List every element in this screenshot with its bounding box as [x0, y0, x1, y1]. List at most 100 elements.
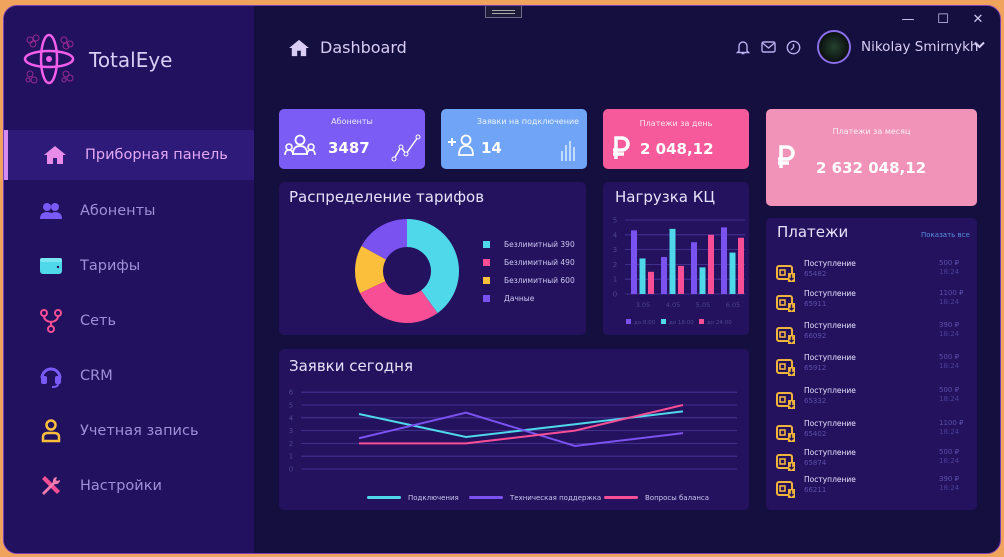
stat-card-payments-day: Платежи за день 2 048,12: [603, 109, 749, 169]
sidebar-item-subscribers[interactable]: Абоненты: [4, 186, 254, 236]
ruble-icon: [613, 136, 630, 159]
sidebar-item-settings[interactable]: Настройки: [4, 461, 254, 511]
svg-text:3: 3: [613, 246, 617, 254]
payment-label: Поступление: [804, 259, 856, 268]
payment-label: Поступление: [804, 386, 856, 395]
bell-icon[interactable]: [735, 39, 751, 55]
window-drag-handle[interactable]: [485, 6, 522, 18]
payment-time: 18:24: [939, 330, 960, 338]
sidebar-item-label: Учетная запись: [80, 423, 199, 439]
payment-list-item[interactable]: Поступление 66211 390 ₽ 18:24: [776, 475, 966, 505]
maximize-button[interactable]: ☐: [937, 12, 949, 27]
payment-label: Поступление: [804, 475, 856, 484]
stat-value: 2 048,12: [640, 140, 714, 158]
wallet-incoming-icon: [776, 359, 795, 376]
page-title-text: Dashboard: [320, 38, 407, 57]
sidebar-item-tariffs[interactable]: Тарифы: [4, 241, 254, 291]
payment-list-item[interactable]: Поступление 65482 500 ₽ 18:24: [776, 259, 966, 289]
payment-amount: 500 ₽: [939, 386, 960, 394]
bar[interactable]: [669, 228, 676, 294]
avatar[interactable]: [817, 30, 851, 64]
payment-amount: 390 ₽: [939, 475, 960, 483]
payment-amount: 500 ₽: [939, 259, 960, 267]
sidebar-item-crm[interactable]: CRM: [4, 351, 254, 401]
payment-time: 18:24: [939, 395, 960, 403]
svg-text:2: 2: [289, 440, 293, 448]
donut-slice[interactable]: [361, 219, 407, 260]
payment-time: 18:24: [939, 268, 960, 276]
bar[interactable]: [729, 252, 736, 294]
svg-text:Вопросы баланса: Вопросы баланса: [645, 494, 709, 502]
payment-label: Поступление: [804, 353, 856, 362]
sidebar-item-dashboard[interactable]: Приборная панель: [4, 130, 254, 180]
wallet-incoming-icon: [776, 392, 795, 409]
payment-list-item[interactable]: Поступление 65402 1100 ₽ 18:24: [776, 419, 966, 449]
sidebar-item-network[interactable]: Сеть: [4, 296, 254, 346]
line-series[interactable]: [358, 410, 684, 439]
svg-text:3: 3: [289, 427, 293, 435]
donut-slice[interactable]: [355, 245, 386, 294]
svg-text:5: 5: [289, 402, 293, 410]
payment-list-item[interactable]: Поступление 65874 500 ₽ 18:24: [776, 448, 966, 478]
user-name[interactable]: Nikolay Smirnykh: [861, 39, 979, 55]
svg-text:0: 0: [289, 466, 293, 474]
bar[interactable]: [708, 234, 714, 294]
donut-slice[interactable]: [359, 281, 438, 323]
payment-list-item[interactable]: Поступление 65911 1100 ₽ 18:24: [776, 289, 966, 319]
tools-icon: [38, 473, 64, 499]
payment-id: 66211: [804, 486, 827, 494]
stat-value: 3487: [328, 139, 370, 157]
stat-title: Платежи за день: [639, 119, 713, 128]
clock-icon[interactable]: [785, 39, 801, 55]
payment-amount: 500 ₽: [939, 448, 960, 456]
svg-text:до 8:00: до 8:00: [634, 320, 656, 326]
mail-icon[interactable]: [760, 39, 776, 55]
app-name: TotalEye: [89, 48, 173, 72]
minimize-button[interactable]: —: [901, 12, 915, 27]
payment-time: 18:24: [939, 362, 960, 370]
donut-slice[interactable]: [407, 219, 459, 314]
payment-time: 18:24: [939, 457, 960, 465]
payment-list-item[interactable]: Поступление 65332 500 ₽ 18:24: [776, 386, 966, 416]
svg-text:Техническая поддержка: Техническая поддержка: [509, 494, 601, 502]
add-user-icon: [448, 134, 474, 156]
chevron-down-icon[interactable]: [974, 41, 985, 49]
bar[interactable]: [691, 242, 697, 294]
svg-text:1: 1: [613, 276, 617, 284]
payment-list-item[interactable]: Поступление 66092 390 ₽ 18:24: [776, 321, 966, 351]
tariffs-panel: Распределение тарифов Безлимитный 390 Бе…: [279, 182, 586, 335]
wallet-incoming-icon: [776, 454, 795, 471]
svg-text:6.05: 6.05: [726, 301, 740, 309]
sidebar-item-account[interactable]: Учетная запись: [4, 406, 254, 456]
line-series[interactable]: [358, 411, 684, 447]
legend-item: Дачные: [483, 294, 534, 303]
line-series[interactable]: [359, 404, 684, 445]
bar[interactable]: [631, 230, 637, 294]
show-all-link[interactable]: Показать все: [921, 231, 970, 239]
payment-id: 66092: [804, 332, 827, 340]
payment-list-item[interactable]: Поступление 65912 500 ₽ 18:24: [776, 353, 966, 383]
svg-text:2: 2: [613, 261, 617, 269]
stat-value: 2 632 048,12: [816, 159, 927, 177]
headset-icon: [38, 363, 64, 389]
wallet-incoming-icon: [776, 425, 795, 442]
bar[interactable]: [678, 265, 684, 294]
network-icon: [38, 308, 64, 334]
users-icon: [38, 198, 64, 224]
bar[interactable]: [648, 271, 654, 294]
sidebar-item-label: Настройки: [80, 478, 162, 494]
sidebar-item-label: CRM: [80, 368, 113, 384]
bar[interactable]: [661, 257, 667, 294]
close-button[interactable]: ✕: [972, 12, 984, 27]
svg-text:до 24:00: до 24:00: [707, 320, 732, 326]
bar[interactable]: [721, 227, 727, 294]
bar[interactable]: [738, 237, 744, 294]
totaleye-logo-icon: [23, 33, 75, 85]
sidebar: TotalEye Приборная панель Абоненты Тариф…: [4, 6, 254, 553]
bar[interactable]: [639, 258, 646, 294]
requests-panel: Заявки сегодня 0 1 2 3 4 5 6 Подключения Техниче…: [279, 349, 749, 510]
svg-text:до 18:00: до 18:00: [669, 320, 694, 326]
svg-text:4.05: 4.05: [666, 301, 680, 309]
group-icon: [284, 134, 316, 156]
bar[interactable]: [699, 267, 706, 294]
